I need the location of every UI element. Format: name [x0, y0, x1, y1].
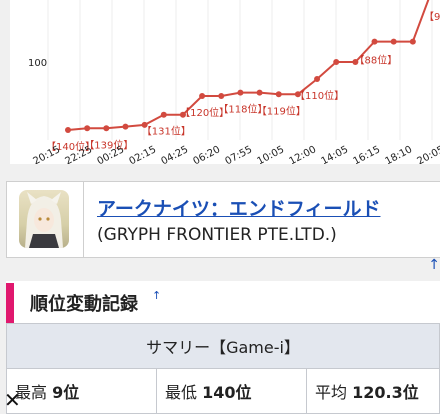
scroll-top-link[interactable]: ↑ [428, 257, 440, 273]
x-tick-label: 20:05 [416, 144, 440, 164]
x-tick-label: 10:05 [256, 144, 287, 164]
worst-rank-value: 140位 [202, 383, 252, 402]
x-tick-label: 14:05 [320, 144, 351, 164]
rank-point [390, 38, 397, 45]
rank-point-label: 【119位】 [257, 104, 306, 117]
card-divider [83, 182, 84, 257]
rank-point [160, 111, 167, 118]
section-anchor-link[interactable]: ↑ [152, 289, 162, 302]
app-developer: (GRYPH FRONTIER PTE.LTD.) [97, 225, 337, 245]
worst-rank-label: 最低 [165, 383, 198, 402]
app-title-link[interactable]: アークナイツ：エンドフィールド [97, 198, 381, 220]
rank-point [84, 125, 91, 132]
rank-point-label: 【140位】 [46, 140, 95, 153]
best-rank-label: 最高 [15, 383, 48, 402]
rank-point [218, 93, 225, 99]
rank-point [409, 38, 416, 45]
rank-point [314, 76, 321, 82]
worst-rank-cell: 最低 140位 [156, 368, 307, 414]
rank-point [256, 89, 263, 96]
rank-point-label: 【131位】 [142, 125, 191, 138]
x-tick-label: 07:55 [224, 144, 255, 164]
rank-point [352, 59, 359, 65]
rank-point-label: 【9位 [424, 10, 440, 23]
grid-lines [47, 0, 433, 140]
rank-point-label: 【120位】 [180, 106, 229, 119]
rank-point-label: 【88位】 [355, 54, 398, 67]
x-tick-label: 12:00 [288, 144, 319, 164]
rank-point [275, 91, 282, 98]
x-tick-label: 18:10 [384, 144, 415, 164]
section-accent-bar [6, 283, 14, 323]
rank-chart-panel: 【140位】 【139位】 【131位】 【120位】 【118位】 【119位】 【110… [10, 0, 440, 164]
rank-point [199, 93, 206, 99]
x-tick-label: 06:20 [192, 144, 223, 164]
section-title: 順位変動記録 [30, 294, 138, 315]
rank-point-label: 【110位】 [295, 89, 344, 102]
rank-point [237, 89, 244, 96]
rank-point [122, 123, 129, 130]
best-rank-value: 9位 [52, 383, 80, 402]
avg-rank-label: 平均 [315, 383, 348, 402]
summary-header: サマリー【Game-i】 [6, 323, 440, 369]
rank-point [179, 111, 186, 118]
rank-point [333, 59, 340, 65]
close-icon[interactable]: ✕ [4, 388, 21, 412]
best-rank-cell: 最高 9位 [6, 368, 157, 414]
rank-point [371, 38, 378, 45]
rank-point [294, 91, 301, 98]
x-tick-label: 16:15 [352, 144, 383, 164]
rank-point-label: 【118位】 [218, 103, 267, 116]
rank-point [141, 121, 148, 128]
rank-point [65, 127, 71, 133]
rank-point [103, 125, 110, 132]
character-portrait-icon[interactable] [19, 190, 69, 248]
y-tick-label: 100 [28, 58, 47, 69]
avg-rank-value: 120.3位 [352, 383, 419, 402]
rank-series-line [67, 0, 430, 131]
app-card[interactable]: アークナイツ：エンドフィールド (GRYPH FRONTIER PTE.LTD.… [6, 181, 440, 258]
rank-point-label: 【139位】 [84, 138, 133, 151]
x-tick-label: 04:25 [160, 144, 191, 164]
section-heading: 順位変動記録 ↑ [6, 281, 440, 323]
rank-line-chart: 【140位】【139位】【131位】 【120位】【118位】【119位】 【110… [28, 0, 440, 164]
summary-table: サマリー【Game-i】 最高 9位 最低 140位 平均 120.3位 [6, 323, 440, 414]
avg-rank-cell: 平均 120.3位 [306, 368, 440, 414]
